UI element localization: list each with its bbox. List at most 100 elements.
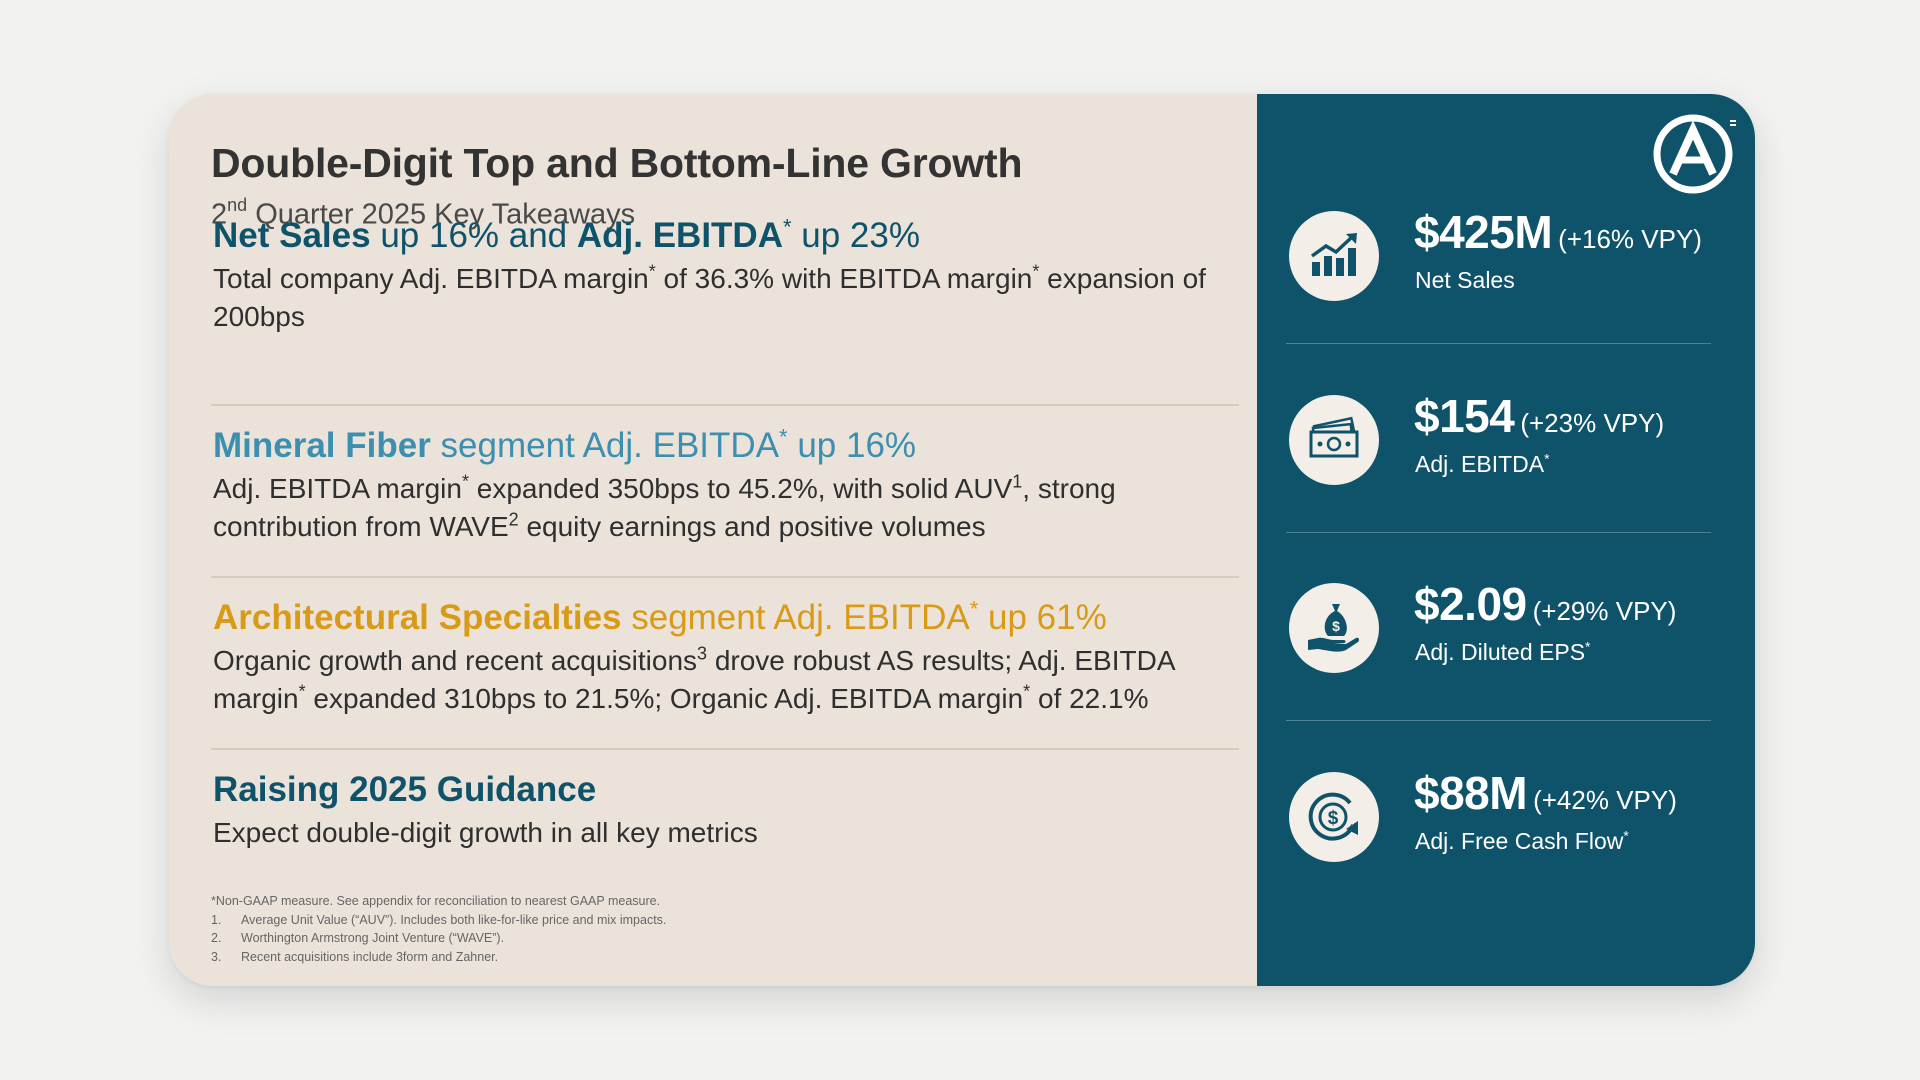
heading-rest: segment Adj. EBITDA (430, 426, 780, 465)
metric-label-text: Adj. Diluted EPS (1415, 639, 1586, 665)
takeaway-architectural-specialties: Architectural Specialties segment Adj. E… (213, 596, 1223, 718)
subtitle-ordinal-suffix: nd (227, 195, 248, 215)
svg-text:$: $ (1328, 808, 1339, 829)
metric-label: Adj. Diluted EPS* (1415, 639, 1590, 666)
metric-icon-badge: $ (1289, 583, 1379, 673)
takeaway-heading: Architectural Specialties segment Adj. E… (213, 596, 1223, 640)
body-text-run: Organic growth and recent acquisitions (213, 645, 698, 676)
metric-label: Net Sales (1415, 267, 1515, 294)
takeaways-panel: Double-Digit Top and Bottom-Line Growth … (169, 94, 1257, 986)
footnote-number: 1. (211, 912, 222, 927)
heading-rest: up 23% (791, 216, 920, 255)
footnote-number: 3. (211, 949, 222, 964)
heading-rest: segment Adj. EBITDA (621, 598, 970, 637)
body-text-run: Total company Adj. EBITDA margin (213, 263, 649, 294)
subtitle-prefix: 2 (211, 198, 228, 231)
footnote-item: 3. Recent acquisitions include 3form and … (211, 948, 666, 967)
cash-bills-icon (1309, 416, 1359, 458)
footnote-intro: *Non-GAAP measure. See appendix for reco… (211, 894, 661, 908)
heading-bold-2: Adj. EBITDA (576, 216, 783, 255)
body-text-run: drove robust AS results; Adj. EBITDA mar… (213, 645, 1174, 714)
metric-label-asterisk: * (1585, 638, 1591, 655)
takeaway-body: Adj. EBITDA margin* expanded 350bps to 4… (213, 470, 1223, 546)
heading-end: up 61% (978, 598, 1107, 637)
body-text-run: , strong contribution from WAVE (213, 473, 1116, 542)
metric-value-line: $154 (+23% VPY) (1414, 389, 1664, 443)
metric-adj-diluted-eps: $ $2.09 (+29% VPY) Adj. Diluted EPS* (1289, 578, 1729, 683)
metric-divider (1286, 532, 1711, 533)
body-superscript: * (461, 471, 469, 492)
body-superscript: 1 (1012, 471, 1023, 492)
footnote-text: Average Unit Value (“AUV”). Includes bot… (241, 912, 667, 927)
metric-label: Adj. EBITDA* (1415, 451, 1550, 478)
takeaway-guidance: Raising 2025 Guidance Expect double-digi… (213, 768, 1223, 852)
heading-bold: Architectural Specialties (213, 598, 622, 637)
takeaway-heading: Net Sales up 16% and Adj. EBITDA* up 23% (213, 214, 1223, 258)
metric-value-line: $88M (+42% VPY) (1414, 766, 1677, 820)
body-text-run: expansion of 200bps (213, 263, 1206, 332)
body-text-run: equity earnings and positive volumes (518, 511, 986, 542)
section-divider (211, 748, 1239, 750)
heading-bold: Raising 2025 Guidance (213, 770, 597, 809)
section-divider (211, 576, 1239, 578)
takeaway-heading: Mineral Fiber segment Adj. EBITDA* up 16… (213, 424, 1223, 468)
takeaway-body: Total company Adj. EBITDA margin* of 36.… (213, 260, 1223, 336)
body-text-run: of 36.3% with EBITDA margin (655, 263, 1033, 294)
metric-label-asterisk: * (1544, 450, 1550, 467)
body-superscript: * (1032, 261, 1040, 282)
footnote-item: 1. Average Unit Value (“AUV”). Includes b… (211, 911, 666, 930)
metric-icon-badge (1289, 211, 1379, 301)
body-superscript: 2 (508, 509, 519, 530)
slide-title: Double-Digit Top and Bottom-Line Growth (211, 140, 1023, 186)
body-text-run: Adj. EBITDA margin (213, 473, 462, 504)
metric-vpy: (+23% VPY) (1520, 408, 1665, 438)
footnotes: *Non-GAAP measure. See appendix for reco… (211, 892, 666, 966)
metric-value: $154 (1414, 390, 1515, 442)
subtitle-rest: Quarter 2025 Key Takeaways (247, 198, 636, 231)
body-superscript: * (648, 261, 656, 282)
body-text-run: of 22.1% (1030, 683, 1149, 714)
cash-flow-cycle-icon: $ (1308, 792, 1358, 841)
heading-asterisk: * (969, 596, 979, 622)
footnote-item: 2. Worthington Armstrong Joint Venture (“… (211, 929, 666, 948)
body-superscript: 3 (697, 643, 708, 664)
metric-value: $2.09 (1414, 578, 1527, 630)
slide-subtitle: 2nd Quarter 2025 Key Takeaways (211, 195, 636, 232)
body-superscript: * (1023, 681, 1031, 702)
metric-vpy: (+29% VPY) (1532, 596, 1677, 626)
footnote-text: Recent acquisitions include 3form and Za… (241, 949, 499, 964)
metric-icon-badge (1289, 395, 1379, 485)
metric-adj-ebitda: $154 (+23% VPY) Adj. EBITDA* (1289, 390, 1729, 495)
metric-label: Adj. Free Cash Flow* (1415, 828, 1629, 855)
heading-bold: Net Sales (213, 216, 371, 255)
metric-icon-badge: $ (1289, 772, 1379, 862)
growth-chart-icon (1310, 233, 1357, 276)
heading-asterisk: * (779, 424, 788, 450)
money-bag-hand-icon: $ (1308, 604, 1360, 652)
takeaway-mineral-fiber: Mineral Fiber segment Adj. EBITDA* up 16… (213, 424, 1223, 546)
body-text-run: expanded 310bps to 21.5%; Organic Adj. E… (305, 683, 1024, 714)
metric-divider (1286, 720, 1711, 721)
footnote-text: Worthington Armstrong Joint Venture (“WA… (241, 931, 505, 945)
metric-value-line: $425M (+16% VPY) (1414, 205, 1702, 259)
metric-label-text: Net Sales (1415, 267, 1515, 293)
takeaway-body: Expect double-digit growth in all key me… (213, 814, 1223, 852)
metric-vpy: (+16% VPY) (1558, 224, 1702, 254)
metric-value: $88M (1414, 767, 1528, 819)
body-text-run: Expect double-digit growth in all key me… (213, 817, 758, 848)
body-superscript: * (298, 681, 306, 702)
metric-value-line: $2.09 (+29% VPY) (1414, 577, 1676, 631)
metric-divider (1286, 343, 1711, 344)
metric-label-text: Adj. EBITDA (1415, 451, 1545, 477)
heading-mid: up 16% and (370, 216, 577, 255)
metric-vpy: (+42% VPY) (1533, 785, 1677, 815)
takeaway-net-sales: Net Sales up 16% and Adj. EBITDA* up 23%… (213, 214, 1223, 336)
metric-value: $425M (1414, 206, 1553, 258)
metric-adj-free-cash-flow: $ $88M (+42% VPY) Adj. Free Cash Flow* (1289, 767, 1729, 872)
section-divider (211, 404, 1239, 406)
footnote-number: 2. (211, 931, 222, 945)
metric-label-text: Adj. Free Cash Flow (1415, 828, 1624, 854)
takeaway-body: Organic growth and recent acquisitions3 … (213, 642, 1223, 718)
metric-label-asterisk: * (1623, 827, 1629, 844)
metric-net-sales: $425M (+16% VPY) Net Sales (1289, 206, 1729, 311)
